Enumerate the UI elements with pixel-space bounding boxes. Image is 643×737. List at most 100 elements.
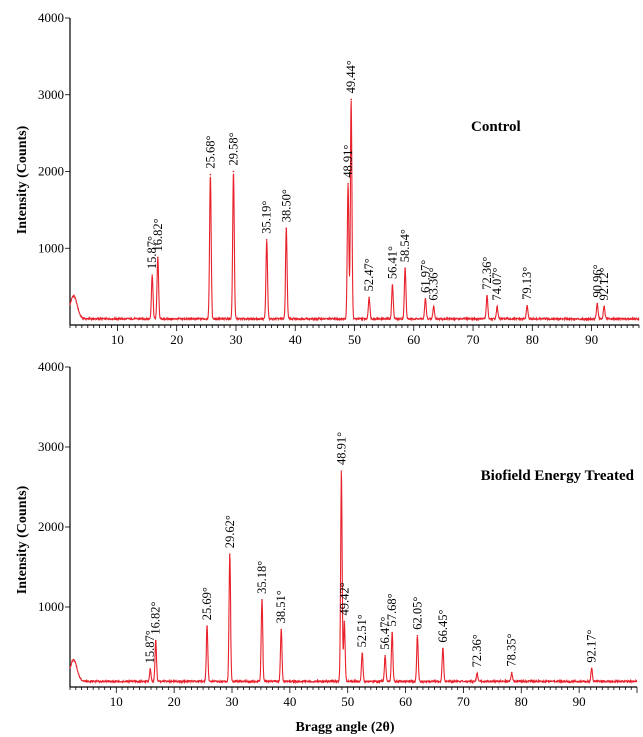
peak-label: 38.51° xyxy=(274,590,288,623)
peak-point xyxy=(424,298,427,300)
peak-label: 63.36° xyxy=(427,267,441,300)
y-tick-label: 1000 xyxy=(38,240,64,255)
peak-label: 72.36° xyxy=(480,257,494,290)
peak-label: 29.58° xyxy=(227,132,241,165)
peak-point xyxy=(432,305,435,308)
peak-point xyxy=(526,305,528,307)
y-axis-title-control: Intensity (Counts) xyxy=(15,125,30,234)
x-tick-label: 50 xyxy=(341,694,354,709)
peak-label: 52.47° xyxy=(362,258,376,291)
peak-point xyxy=(151,274,154,276)
peak-label: 66.45° xyxy=(436,609,450,642)
peak-point xyxy=(496,305,498,308)
x-tick-label: 20 xyxy=(170,332,183,347)
y-tick-label: 4000 xyxy=(38,359,64,374)
peak-point xyxy=(476,672,478,675)
peak-point xyxy=(209,173,212,176)
x-tick-label: 50 xyxy=(348,332,361,347)
treated-xrd-panel: Biofield Energy Treated Intensity (Count… xyxy=(15,359,638,735)
xrd-pattern-line xyxy=(69,100,640,322)
peak-label: 16.82° xyxy=(149,601,163,634)
x-tick-label: 40 xyxy=(289,332,302,347)
peak-label: 25.68° xyxy=(203,136,217,169)
peak-point xyxy=(232,170,235,173)
y-tick-label: 1000 xyxy=(38,599,64,614)
peak-label: 48.91° xyxy=(334,432,348,465)
peak-point xyxy=(154,639,157,642)
peak-point xyxy=(510,671,513,674)
y-tick-label: 3000 xyxy=(38,87,64,102)
panel-title-treated: Biofield Energy Treated xyxy=(481,468,635,484)
peak-point xyxy=(416,635,419,637)
x-tick-label: 10 xyxy=(111,332,124,347)
peak-point xyxy=(384,655,386,657)
x-tick-label: 80 xyxy=(526,332,539,347)
peak-label: 15.87° xyxy=(145,236,159,269)
peak-label: 92.12° xyxy=(597,267,611,300)
peak-label: 29.62° xyxy=(223,515,237,548)
peak-label: 79.13° xyxy=(520,267,534,300)
peak-label: 38.50° xyxy=(279,189,293,222)
peak-point xyxy=(149,668,152,671)
peak-point xyxy=(486,295,488,297)
xrd-pattern-line xyxy=(69,471,638,685)
y-axis-title-treated: Intensity (Counts) xyxy=(15,485,30,594)
peak-point xyxy=(206,625,208,627)
peak-label: 49.44° xyxy=(344,60,358,93)
peak-label: 25.69° xyxy=(200,587,214,620)
peak-label: 78.35° xyxy=(505,633,519,666)
peak-point xyxy=(361,652,364,655)
peak-point xyxy=(596,302,599,305)
peak-point xyxy=(590,667,593,670)
control-xrd-panel: Control Intensity (Counts) 10 20 30 40 50 60 7… xyxy=(15,10,640,347)
peak-point xyxy=(265,239,268,241)
x-tick-label: 60 xyxy=(399,694,412,709)
peak-point xyxy=(157,256,159,259)
peak-point xyxy=(340,470,343,472)
peak-label: 57.68° xyxy=(385,593,399,626)
x-tick-label: 20 xyxy=(168,694,181,709)
peak-point xyxy=(347,182,349,185)
y-tick-label: 4000 xyxy=(38,10,64,25)
peak-point xyxy=(72,659,75,661)
peak-label: 15.87° xyxy=(143,630,157,663)
peak-point xyxy=(261,599,263,601)
peak-point xyxy=(72,295,75,297)
peak-point xyxy=(391,631,393,634)
x-tick-label: 10 xyxy=(110,694,123,709)
x-tick-label: 30 xyxy=(229,332,242,347)
peak-point xyxy=(391,284,394,286)
peak-point xyxy=(350,98,352,101)
peak-label: 35.19° xyxy=(260,201,274,234)
peak-label: 74.07° xyxy=(490,268,504,301)
peak-point xyxy=(442,647,444,650)
x-axis-title: Bragg angle (2θ) xyxy=(295,720,394,735)
x-tick-label: 60 xyxy=(407,332,420,347)
peak-point xyxy=(404,267,406,270)
y-tick-label: 3000 xyxy=(38,439,64,454)
x-tick-label: 70 xyxy=(467,332,480,347)
x-tick-label: 70 xyxy=(457,694,470,709)
peak-label: 35.18° xyxy=(255,561,269,594)
peak-label: 92.17° xyxy=(585,629,599,662)
peak-label: 49.42° xyxy=(337,582,351,615)
peak-label: 72.36° xyxy=(470,634,484,667)
x-tick-label: 40 xyxy=(283,694,296,709)
peak-label: 56.41° xyxy=(385,246,399,279)
panel-title-control: Control xyxy=(471,119,521,135)
peak-point xyxy=(603,305,605,308)
peak-label: 58.54° xyxy=(398,229,412,262)
peak-label: 48.91° xyxy=(341,145,355,178)
y-tick-label: 2000 xyxy=(38,164,64,179)
peak-point xyxy=(229,553,231,555)
peak-point xyxy=(368,296,370,299)
peak-label: 52.51° xyxy=(355,614,369,647)
peak-label: 61.97° xyxy=(418,260,432,293)
peak-point xyxy=(280,628,283,631)
peak-label: 16.82° xyxy=(151,218,165,251)
x-tick-label: 30 xyxy=(226,694,239,709)
peak-point xyxy=(343,620,346,623)
x-tick-label: 90 xyxy=(585,332,598,347)
peak-label: 62.05° xyxy=(410,597,424,630)
